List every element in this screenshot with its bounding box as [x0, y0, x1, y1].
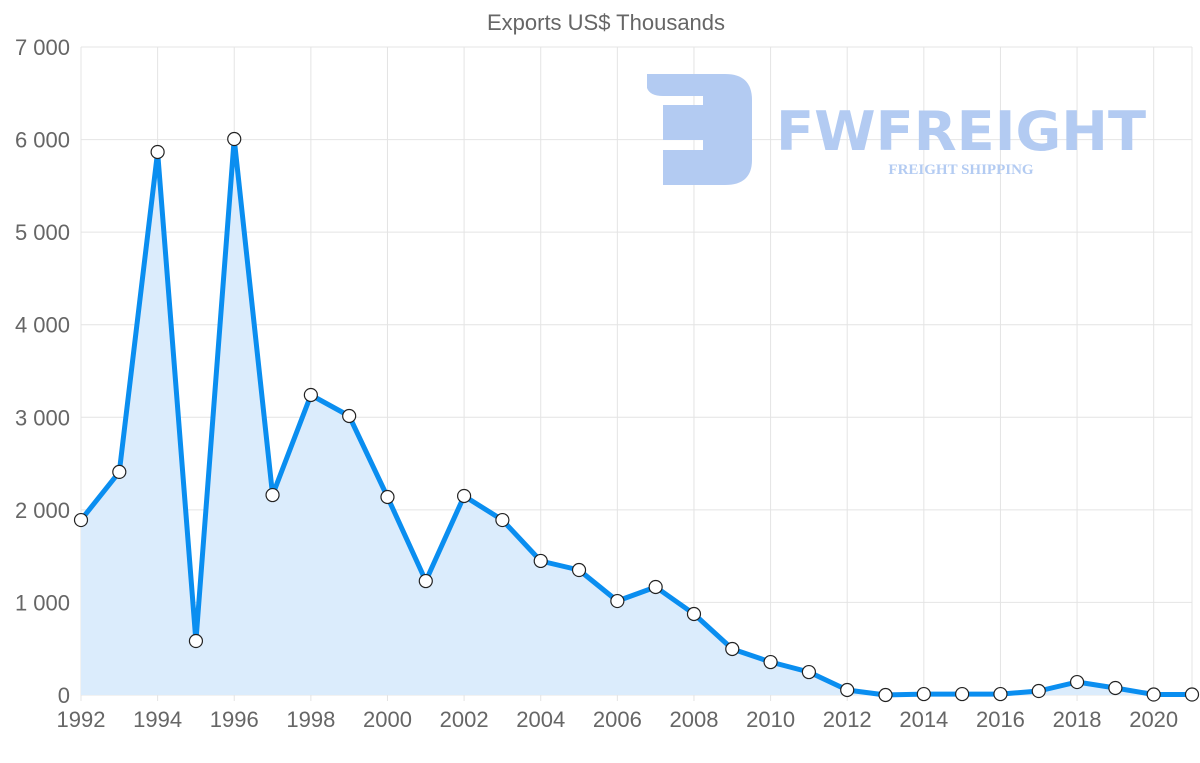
x-axis: 1992 1994 1996 1998 2000 2002 2004 2006 2008 2010… — [57, 707, 1179, 732]
x-tick-label: 2008 — [669, 707, 718, 732]
data-point — [993, 686, 1008, 702]
data-point — [648, 579, 663, 595]
data-point — [418, 573, 433, 589]
y-axis: 0 1 000 2 000 3 000 4 000 5 000 6 000 7 000 — [15, 35, 70, 708]
y-tick-label: 5 000 — [15, 220, 70, 245]
y-tick-label: 7 000 — [15, 35, 70, 60]
data-point — [571, 562, 587, 578]
data-point — [188, 633, 204, 649]
x-tick-label: 2004 — [516, 707, 565, 732]
data-point — [495, 512, 510, 528]
x-tick-label: 1998 — [286, 707, 335, 732]
data-point — [227, 131, 242, 147]
data-point — [1031, 683, 1046, 699]
x-tick-label: 1992 — [57, 707, 106, 732]
y-tick-label: 3 000 — [15, 405, 70, 430]
data-point — [955, 686, 970, 702]
data-point — [1108, 680, 1123, 696]
x-tick-label: 2018 — [1053, 707, 1102, 732]
data-point — [1146, 687, 1161, 702]
x-tick-label: 2012 — [823, 707, 872, 732]
x-tick-label: 1996 — [210, 707, 259, 732]
data-point — [686, 606, 702, 622]
data-point — [342, 408, 357, 424]
y-tick-label: 4 000 — [15, 313, 70, 338]
y-tick-label: 0 — [58, 683, 70, 708]
data-point — [457, 488, 472, 504]
x-tick-label: 2002 — [440, 707, 489, 732]
data-point — [763, 654, 778, 670]
x-tick-label: 2000 — [363, 707, 412, 732]
data-point — [725, 641, 740, 657]
data-point — [533, 553, 548, 569]
data-point — [1184, 687, 1200, 702]
x-tick-label: 2020 — [1129, 707, 1178, 732]
y-tick-label: 6 000 — [15, 128, 70, 153]
x-tick-label: 1994 — [133, 707, 182, 732]
data-point — [380, 489, 395, 505]
x-tick-label: 2014 — [899, 707, 948, 732]
y-tick-label: 1 000 — [15, 590, 70, 615]
data-point — [801, 664, 816, 680]
x-tick-label: 2006 — [593, 707, 642, 732]
area-path — [81, 139, 1192, 695]
data-point — [112, 464, 127, 480]
data-point — [150, 144, 165, 160]
area-fill — [81, 139, 1192, 695]
x-tick-label: 2010 — [746, 707, 795, 732]
watermark-tagline: FREIGHT SHIPPING — [888, 162, 1033, 178]
data-point — [1069, 674, 1085, 690]
chart-title: Exports US$ Thousands — [487, 10, 725, 35]
x-tick-label: 2016 — [976, 707, 1025, 732]
data-point — [610, 593, 625, 609]
data-point — [916, 686, 931, 702]
logo-mark-icon — [647, 74, 752, 185]
data-point — [265, 487, 280, 503]
fwfreight-watermark-logo: FWFREIGHT FREIGHT SHIPPING — [647, 74, 1146, 185]
data-point — [840, 682, 855, 698]
data-points — [73, 131, 1200, 703]
y-tick-label: 2 000 — [15, 498, 70, 523]
watermark-brand: FWFREIGHT — [776, 100, 1146, 163]
data-point — [878, 687, 893, 703]
data-point — [73, 512, 89, 528]
data-point — [303, 387, 318, 403]
